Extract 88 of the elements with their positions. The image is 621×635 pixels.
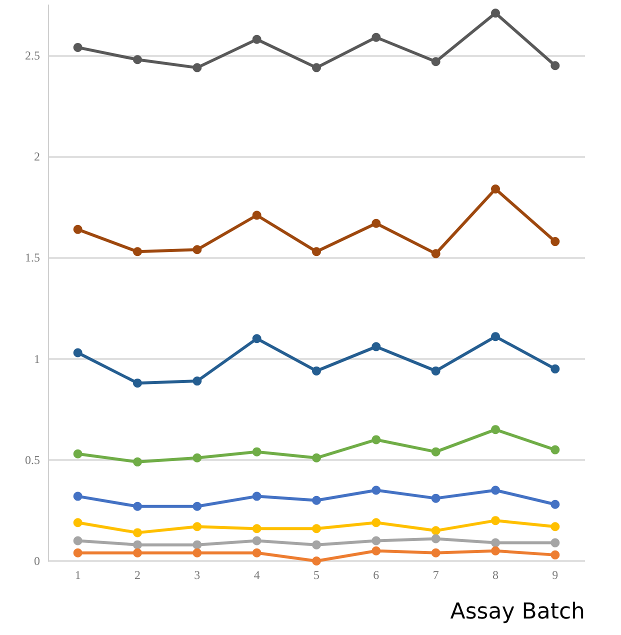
point xyxy=(312,556,321,566)
point xyxy=(431,57,440,66)
x-tick-label: 6 xyxy=(373,568,380,582)
point xyxy=(192,453,202,462)
point xyxy=(252,34,262,44)
point xyxy=(372,518,381,528)
point xyxy=(73,548,82,558)
point xyxy=(133,528,142,538)
point xyxy=(133,540,142,550)
point xyxy=(192,540,202,550)
point xyxy=(252,447,262,456)
y-tick-label: 1.5 xyxy=(25,250,40,265)
point xyxy=(372,342,381,352)
point xyxy=(312,524,321,534)
x-tick-label: 1 xyxy=(74,568,81,582)
point xyxy=(312,247,321,256)
point xyxy=(550,364,560,374)
y-tick-label: 2 xyxy=(34,150,40,164)
point xyxy=(312,496,321,505)
point xyxy=(372,486,381,495)
point xyxy=(133,548,142,558)
point xyxy=(372,536,381,546)
point xyxy=(252,492,262,501)
point xyxy=(491,486,500,495)
point xyxy=(73,449,82,458)
point xyxy=(491,425,500,434)
point xyxy=(431,249,440,258)
point xyxy=(491,8,500,18)
x-tick-label: 9 xyxy=(552,568,558,582)
point xyxy=(372,546,381,556)
point xyxy=(192,376,202,386)
y-tick-label: 1 xyxy=(34,352,40,366)
point xyxy=(491,184,500,194)
point xyxy=(491,332,500,342)
point xyxy=(312,540,321,550)
point xyxy=(550,550,560,560)
point xyxy=(550,522,560,532)
point xyxy=(431,526,440,536)
point xyxy=(252,536,262,546)
point xyxy=(491,546,500,556)
point xyxy=(73,536,82,546)
point xyxy=(73,224,82,234)
point xyxy=(252,334,262,344)
point xyxy=(550,538,560,548)
point xyxy=(431,366,440,376)
point xyxy=(372,218,381,228)
point xyxy=(550,500,560,509)
point xyxy=(491,538,500,548)
point xyxy=(431,494,440,503)
point xyxy=(73,348,82,358)
point xyxy=(431,534,440,544)
point xyxy=(252,548,262,558)
x-axis-title: Assay Batch xyxy=(450,600,585,624)
x-tick-label: 2 xyxy=(134,568,140,582)
point xyxy=(431,447,440,456)
point xyxy=(252,210,262,220)
point xyxy=(491,516,500,526)
point xyxy=(133,55,142,64)
point xyxy=(73,492,82,501)
point xyxy=(192,548,202,558)
point xyxy=(133,247,142,256)
point xyxy=(192,245,202,254)
point xyxy=(431,548,440,558)
y-tick-label: 0.5 xyxy=(25,452,40,467)
y-tick-label: 0 xyxy=(34,554,40,568)
point xyxy=(192,63,202,72)
point xyxy=(73,518,82,528)
point xyxy=(252,524,262,534)
x-tick-label: 5 xyxy=(314,568,320,582)
point xyxy=(133,457,142,466)
point xyxy=(312,63,321,72)
point xyxy=(550,61,560,70)
point xyxy=(192,522,202,532)
x-tick-label: 3 xyxy=(194,568,200,582)
point xyxy=(312,453,321,462)
x-tick-label: 7 xyxy=(432,568,439,582)
point xyxy=(133,378,142,388)
point xyxy=(312,366,321,376)
point xyxy=(372,435,381,444)
x-tick-label: 4 xyxy=(254,568,260,582)
point xyxy=(73,42,82,52)
point xyxy=(550,445,560,454)
point xyxy=(192,502,202,511)
point xyxy=(550,237,560,246)
y-tick-label: 2.5 xyxy=(25,48,40,63)
point xyxy=(133,502,142,511)
x-tick-label: 8 xyxy=(492,568,498,582)
point xyxy=(372,32,381,42)
